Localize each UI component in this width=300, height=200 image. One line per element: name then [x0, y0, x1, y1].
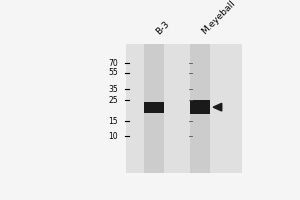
Text: 35: 35 [108, 85, 118, 94]
Bar [144, 102, 164, 113]
Bar [190, 44, 210, 173]
Text: 55: 55 [108, 68, 118, 77]
Text: 15: 15 [108, 117, 118, 126]
Text: M.eyeball: M.eyeball [200, 0, 238, 36]
Polygon shape [213, 103, 222, 111]
Text: 25: 25 [108, 96, 118, 105]
Text: 10: 10 [108, 132, 118, 141]
Text: B-3: B-3 [154, 19, 171, 36]
Text: 70: 70 [108, 59, 118, 68]
Bar [144, 44, 164, 173]
Bar [190, 100, 210, 114]
Bar [126, 44, 242, 173]
